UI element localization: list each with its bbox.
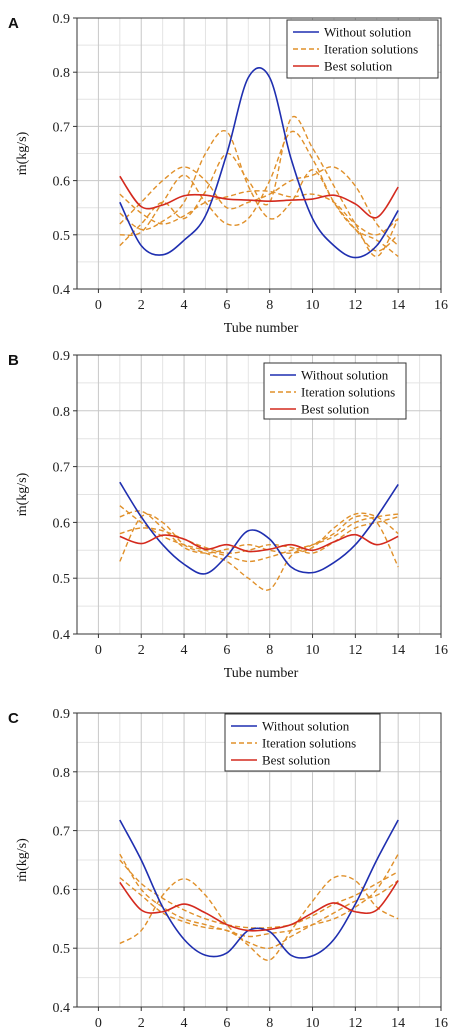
panel-a-x-tick-label: 16	[434, 298, 448, 313]
panel-b-x-tick-label: 6	[223, 643, 230, 658]
panel-b-x-tick-label: 2	[138, 643, 145, 658]
panel-a-y-tick-label: 0.5	[53, 229, 71, 244]
panel-c-series-without	[119, 819, 399, 959]
panel-c-x-tick-label: 16	[434, 1016, 448, 1031]
chart-panel-a: 0 2 4 6 8 10 12 14 16 0.4 0.5 0.6 0.7 0.8 0.9 A Tube num…	[8, 12, 448, 336]
panel-c-y-tick-label: 0.7	[53, 825, 71, 840]
panel-a-legend-label-best-solution: Best solution	[324, 59, 393, 74]
panel-b-legend-label-iteration-solutions: Iteration solutions	[301, 385, 395, 400]
panel-b-series-iteration-1	[119, 505, 399, 563]
panel-c-series-iteration-1	[119, 853, 399, 938]
panel-b-y-axis-label: ṁ(kg/s)	[15, 472, 30, 516]
panel-a-series-iteration-5	[119, 115, 399, 258]
panel-a-x-tick-label: 10	[306, 298, 320, 313]
panel-a-y-tick-label: 0.9	[53, 12, 71, 27]
panel-c-legend-label-without-solution: Without solution	[262, 719, 350, 734]
panel-c-x-tick-label: 10	[306, 1016, 320, 1031]
panel-b-letter: B	[8, 352, 19, 369]
panel-a-x-tick-label: 12	[348, 298, 362, 313]
panel-c-legend: Without solution Iteration solutions Best …	[224, 713, 381, 772]
panel-b-x-tick-label: 4	[181, 643, 188, 658]
panel-b-y-tick-label: 0.5	[53, 572, 71, 587]
panel-c-series-best	[119, 880, 399, 932]
panel-c-y-tick-label: 0.5	[53, 942, 71, 957]
panel-c-legend-label-iteration-solutions: Iteration solutions	[262, 736, 356, 751]
panel-a-series-iteration-2	[119, 130, 399, 258]
panel-b-x-tick-label: 12	[348, 643, 362, 658]
panel-a-series-iteration-1	[119, 190, 399, 236]
panel-a-x-tick-label: 14	[391, 298, 405, 313]
panel-b-y-tick-label: 0.8	[53, 405, 71, 420]
panel-c-series-iteration-4	[119, 877, 399, 950]
panel-b-x-tick-label: 14	[391, 643, 405, 658]
panel-c-x-tick-label: 14	[391, 1016, 405, 1031]
panel-c-y-tick-label: 0.9	[53, 707, 71, 722]
panel-c-x-tick-label: 6	[223, 1016, 230, 1031]
panel-c-legend-label-best-solution: Best solution	[262, 753, 331, 768]
panel-a-x-tick-label: 6	[223, 298, 230, 313]
panel-a-x-tick-label: 8	[266, 298, 273, 313]
panel-a-x-tick-label: 2	[138, 298, 145, 313]
panel-c-x-tick-label: 0	[95, 1016, 102, 1031]
panel-a-y-axis-label: ṁ(kg/s)	[15, 131, 30, 175]
panel-a-x-axis-label: Tube number	[224, 321, 299, 336]
panel-b-legend-label-best-solution: Best solution	[301, 402, 370, 417]
panel-a-y-tick-label: 0.4	[53, 283, 71, 298]
panel-b-legend-label-without-solution: Without solution	[301, 368, 389, 383]
panel-c-y-axis-label: ṁ(kg/s)	[15, 838, 30, 882]
panel-b-y-tick-label: 0.6	[53, 516, 71, 531]
panel-c-series-iteration-3	[119, 859, 399, 929]
panel-c-y-tick-label: 0.8	[53, 766, 71, 781]
panel-b-series-iteration-2	[119, 513, 399, 591]
chart-panel-b: 0 2 4 6 8 10 12 14 16 0.4 0.5 0.6 0.7 0.8 0.9 B Tube num…	[8, 349, 448, 681]
panel-a-series-iteration-4	[119, 130, 399, 252]
panel-b-x-tick-label: 16	[434, 643, 448, 658]
panel-a-x-tick-label: 0	[95, 298, 102, 313]
panel-b-plot-frame	[76, 354, 442, 635]
panel-b-x-axis-label: Tube number	[224, 666, 299, 681]
panel-c-x-tick-label: 2	[138, 1016, 145, 1031]
panel-b-x-tick-label: 0	[95, 643, 102, 658]
panel-a-series-iteration-3	[119, 166, 399, 247]
panel-b-x-tick-label: 10	[306, 643, 320, 658]
panel-a-letter: A	[8, 15, 19, 32]
panel-a-y-tick-label: 0.8	[53, 66, 71, 81]
panel-a-legend: Without solution Iteration solutions Best …	[286, 19, 439, 79]
panel-b-x-tick-label: 8	[266, 643, 273, 658]
panel-c-y-tick-label: 0.4	[53, 1001, 71, 1016]
panel-a-plot-frame	[76, 17, 442, 290]
panel-c-letter: C	[8, 710, 19, 727]
panel-c-x-tick-label: 4	[181, 1016, 188, 1031]
panel-c-series-iteration-2	[119, 875, 399, 961]
panel-b-series-iteration-4	[119, 516, 399, 554]
panel-c-plot-frame	[76, 712, 442, 1008]
panel-a-y-tick-label: 0.7	[53, 120, 71, 135]
panel-b-y-tick-label: 0.4	[53, 628, 71, 643]
panel-a-series-without	[119, 67, 399, 259]
panel-b-series-best	[119, 533, 399, 553]
panel-a-legend-label-iteration-solutions: Iteration solutions	[324, 42, 418, 57]
panel-c-x-tick-label: 8	[266, 1016, 273, 1031]
panel-b-legend: Without solution Iteration solutions Best …	[263, 362, 407, 420]
panel-b-y-tick-label: 0.9	[53, 349, 71, 364]
panel-c-y-tick-label: 0.6	[53, 883, 71, 898]
panel-a-series-best	[119, 175, 399, 219]
panel-b-y-tick-label: 0.7	[53, 461, 71, 476]
panel-a-legend-label-without-solution: Without solution	[324, 25, 412, 40]
panel-c-x-tick-label: 12	[348, 1016, 362, 1031]
panel-b-series-without	[119, 481, 399, 575]
panel-a-x-tick-label: 4	[181, 298, 188, 313]
panel-a-y-tick-label: 0.6	[53, 175, 71, 190]
